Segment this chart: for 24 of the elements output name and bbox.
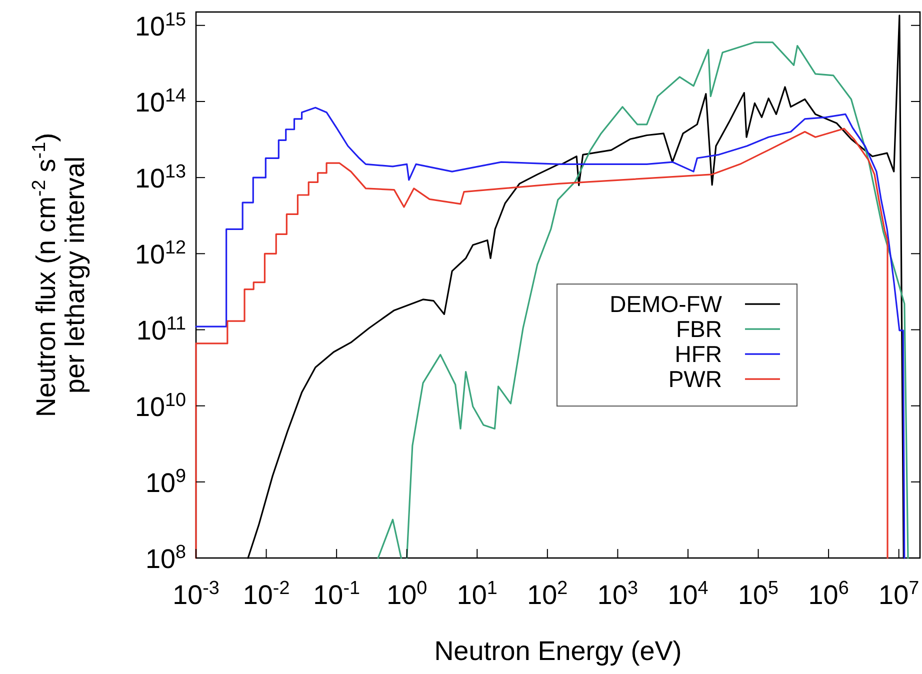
legend-label: FBR <box>676 316 722 342</box>
x-tick-label: 10$^{-3}$ <box>172 578 220 610</box>
legend-label: DEMO-FW <box>610 291 722 318</box>
x-tick-label: 10$^{-1}$ <box>313 578 360 610</box>
y-tick-label: 10$^{10}$ <box>134 389 186 422</box>
x-tick-label: 10$^{-2}$ <box>242 578 290 610</box>
x-axis-title: Neutron Energy (eV) <box>434 636 682 666</box>
x-tick-label: 10$^{4}$ <box>668 578 708 610</box>
x-tick-label: 10$^{6}$ <box>808 578 849 610</box>
y-tick-label: 10$^{12}$ <box>134 237 186 270</box>
x-tick-label: 10$^{1}$ <box>456 578 498 610</box>
x-tick-label: 10$^{2}$ <box>527 578 568 610</box>
y-tick-label: 10$^{15}$ <box>134 8 186 42</box>
y-tick-label: 10$^{11}$ <box>136 313 186 346</box>
y-tick-label: 10$^{8}$ <box>145 542 186 574</box>
y-tick-label: 10$^{9}$ <box>145 465 186 498</box>
x-tick-label: 10$^{7}$ <box>878 578 920 610</box>
x-tick-label: 10$^{5}$ <box>738 578 779 610</box>
legend-label: PWR <box>668 366 722 392</box>
legend-label: HFR <box>674 341 722 368</box>
y-tick-label: 10$^{14}$ <box>134 84 186 118</box>
x-tick-label: 10$^{0}$ <box>386 578 428 610</box>
x-tick-label: 10$^{3}$ <box>597 578 638 610</box>
y-tick-label: 10$^{13}$ <box>134 161 186 194</box>
